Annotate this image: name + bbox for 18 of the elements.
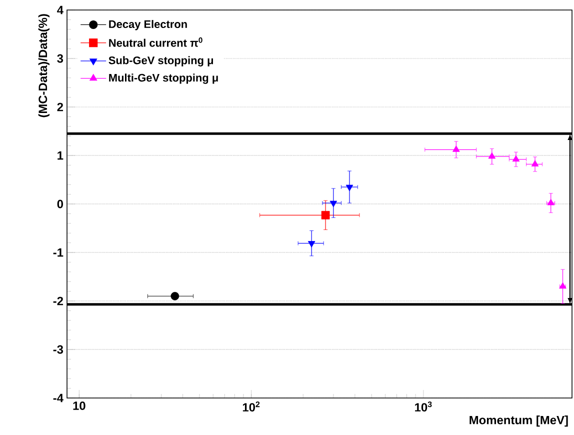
y-axis-title: (MC-Data)/Data(%) xyxy=(38,14,50,118)
y-tick-label: 3 xyxy=(57,54,64,63)
x-tick-label: 10$^{2}$ xyxy=(242,402,260,412)
x-tick-label: 10$^{3}$ xyxy=(415,402,432,412)
legend-label: Multi-GeV stopping μ xyxy=(109,74,218,84)
y-tick-label: 4 xyxy=(57,6,64,14)
x-tick-label: 10 xyxy=(73,402,86,410)
y-tick-label: 2 xyxy=(57,102,64,112)
legend-label: Neutral current π$^{0}$ xyxy=(109,37,202,47)
x-axis-title: Momentum [MeV] xyxy=(470,416,568,427)
y-tick-label: -2 xyxy=(53,296,64,306)
y-tick-label: -1 xyxy=(53,248,64,257)
y-tick-label: 1 xyxy=(58,151,64,160)
legend-label: Decay Electron xyxy=(109,20,187,30)
y-tick-label: -4 xyxy=(53,394,64,402)
y-tick-label: -3 xyxy=(53,345,64,354)
legend-label: Sub-GeV stopping μ xyxy=(108,56,213,66)
y-tick-label: 0 xyxy=(57,200,63,208)
